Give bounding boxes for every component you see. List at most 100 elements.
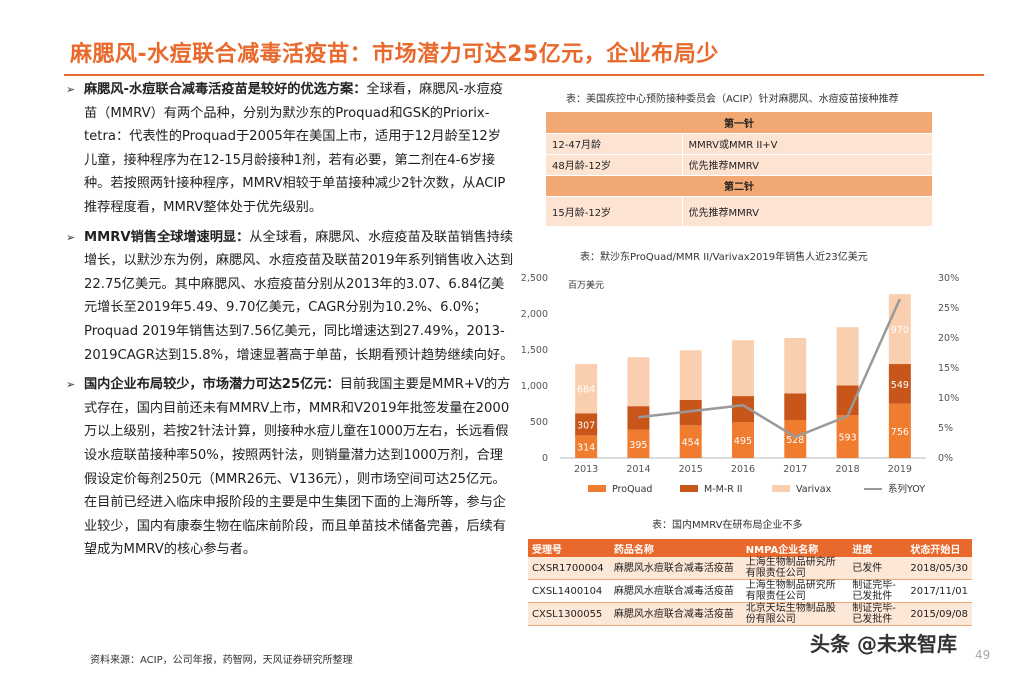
- legend-swatch: [680, 485, 698, 492]
- source-note: 资料来源：ACIP，公司年报，药智网，天风证券研究所整理: [90, 655, 353, 666]
- table-cell: 上海生物制品研究所有限责任公司: [741, 557, 849, 580]
- bar-segment: [888, 403, 911, 458]
- pipeline-table: 受理号 药品名称 NMPA企业名称 进度 状态开始日 CXSR1700004 麻…: [528, 539, 972, 626]
- bullet-1: ➢ 麻腮风-水痘联合减毒活疫苗是较好的优选方案：全球看，麻腮风-水痘疫苗（MMR…: [66, 78, 514, 220]
- table-cell: 2018/05/30: [906, 557, 972, 580]
- bar-segment: [784, 337, 807, 394]
- table-cell: 北京天坛生物制品股份有限公司: [741, 602, 849, 626]
- bullet-lead: 麻腮风-水痘联合减毒活疫苗是较好的优选方案：: [84, 82, 367, 97]
- table-cell: 上海生物制品研究所有限责任公司: [741, 579, 849, 603]
- data-label: 549: [891, 380, 909, 391]
- data-label: 684: [577, 385, 595, 396]
- chart-caption: 表：默沙东ProQuad/MMR II/Varivax2019年销售人近23亿美…: [580, 252, 868, 263]
- table-cell: CXSR1700004: [528, 557, 610, 580]
- y-right-tick-label: 25%: [938, 303, 959, 314]
- table-cell: 制证完毕-已发批件: [848, 579, 907, 603]
- y-right-tick-label: 30%: [938, 273, 959, 284]
- table-cell: CXSL1300055: [528, 602, 610, 626]
- age-cell: 48月龄-12岁: [546, 154, 683, 176]
- bullet-3: ➢ 国内企业布局较少，市场潜力可达25亿元：目前我国主要是MMR+V的方式存在，…: [66, 373, 514, 562]
- bar-segment: [575, 413, 598, 436]
- legend-swatch: [588, 485, 606, 492]
- table-cell: 2015/09/08: [906, 602, 972, 626]
- arrow-bullet-icon: ➢: [66, 230, 76, 244]
- legend-label: ProQuad: [612, 484, 652, 495]
- y-left-tick-label: 0: [542, 453, 548, 464]
- x-tick-label: 2017: [783, 464, 807, 475]
- data-label: 528: [786, 435, 804, 446]
- table-cell: 2017/11/01: [906, 579, 972, 603]
- x-tick-label: 2015: [679, 464, 703, 475]
- y-left-tick-label: 500: [530, 417, 548, 428]
- unit-label: 百万美元: [568, 279, 604, 291]
- x-tick-label: 2014: [626, 464, 650, 475]
- bar-segment: [784, 393, 807, 420]
- age-cell: 15月龄-12岁: [546, 196, 683, 227]
- data-label: 314: [577, 443, 595, 454]
- section-header: 第一针: [546, 112, 932, 134]
- header-cell: NMPA企业名称: [741, 539, 849, 557]
- table-row: 12-47月龄 MMRV或MMR II+V: [546, 133, 932, 155]
- table-row: CXSL1300055 麻腮风水痘联合减毒活疫苗 北京天坛生物制品股份有限公司 …: [528, 602, 972, 626]
- data-label: 307: [577, 420, 595, 431]
- y-right-tick-label: 15%: [938, 363, 959, 374]
- bullet-text: 目前我国主要是MMR+V的方式存在，国内目前还未有MMRV上市，MMR和V201…: [84, 377, 511, 558]
- header-cell: 受理号: [528, 539, 610, 557]
- x-tick-label: 2018: [835, 464, 859, 475]
- bar-segment: [679, 399, 702, 426]
- bar-segment: [836, 327, 859, 386]
- bar-segment: [575, 435, 598, 458]
- header-cell: 药品名称: [609, 539, 742, 557]
- bar-segment: [627, 357, 650, 407]
- acip-table: 第一针 12-47月龄 MMRV或MMR II+V 48月龄-12岁 优先推荐M…: [546, 112, 932, 227]
- bullet-lead: 国内企业布局较少，市场潜力可达25亿元：: [84, 377, 340, 393]
- table-cell: 已发件: [848, 557, 907, 580]
- recommendation-cell: MMRV或MMR II+V: [682, 133, 932, 155]
- y-right-tick-label: 5%: [938, 423, 953, 434]
- bar-segment: [888, 364, 911, 404]
- x-tick-label: 2013: [574, 464, 598, 475]
- table-row: 48月龄-12岁 优先推荐MMRV: [546, 154, 932, 176]
- sales-chart: 百万美元 0 500 1,000 1,500 2,000 2,500 0% 5% 10% 15% 20…: [521, 273, 959, 495]
- legend-swatch: [772, 485, 790, 492]
- table-cell: 麻腮风水痘联合减毒活疫苗: [609, 602, 742, 626]
- data-label: 495: [734, 436, 752, 447]
- legend-label: M-M-R II: [704, 484, 742, 495]
- header-cell: 状态开始日: [906, 539, 972, 557]
- recommendation-cell: 优先推荐MMRV: [682, 196, 932, 227]
- title-divider: [64, 74, 984, 76]
- data-label: 593: [839, 433, 857, 444]
- data-label: 970: [891, 325, 909, 336]
- bar-segment: [679, 425, 702, 458]
- arrow-bullet-icon: ➢: [66, 378, 76, 392]
- table-cell: 麻腮风水痘联合减毒活疫苗: [609, 557, 742, 580]
- arrow-bullet-icon: ➢: [66, 83, 76, 96]
- pipeline-table-caption: 表：国内MMRV在研布局企业不多: [652, 520, 803, 531]
- data-label: 454: [682, 438, 700, 449]
- table-cell: 麻腮风水痘联合减毒活疫苗: [609, 579, 742, 603]
- bar-segment: [627, 406, 650, 430]
- y-left-tick-label: 2,000: [521, 309, 548, 320]
- y-left-tick-label: 1,000: [521, 381, 548, 392]
- legend-label: Varivax: [796, 484, 832, 495]
- recommendation-cell: 优先推荐MMRV: [682, 154, 932, 176]
- bar-segment: [836, 415, 859, 458]
- section-header: 第二针: [546, 175, 932, 197]
- bullet-text: 全球看，麻腮风-水痘疫苗（MMRV）有两个品种，分别为默沙东的Proquad和G…: [84, 82, 506, 215]
- bar-segment: [627, 429, 650, 458]
- yoy-line: [638, 298, 901, 439]
- y-right-tick-label: 10%: [938, 393, 959, 404]
- page-number: 49: [975, 648, 991, 662]
- y-left-tick-label: 2,500: [521, 273, 548, 284]
- text-column: ➢ 麻腮风-水痘联合减毒活疫苗是较好的优选方案：全球看，麻腮风-水痘疫苗（MMR…: [66, 78, 514, 568]
- table-cell: CXSL1400104: [528, 579, 610, 603]
- bullet-text: 从全球看，麻腮风、水痘疫苗及联苗销售持续增长，以默沙东为例，麻腮风、水痘疫苗及联…: [84, 229, 514, 363]
- bar-segment: [732, 340, 754, 397]
- acip-table-caption: 表：美国疾控中心预防接种委员会（ACIP）针对麻腮风、水痘疫苗接种推荐: [566, 94, 899, 105]
- bar-segment: [732, 422, 754, 458]
- table-row: CXSR1700004 麻腮风水痘联合减毒活疫苗 上海生物制品研究所有限责任公司…: [528, 557, 972, 580]
- bullet-2: ➢ MMRV销售全球增速明显：从全球看，麻腮风、水痘疫苗及联苗销售持续增长，以默…: [66, 226, 514, 368]
- bar-segment: [836, 385, 859, 416]
- table-cell: 制证完毕-已发批件: [848, 602, 907, 626]
- bar-segment: [679, 350, 702, 400]
